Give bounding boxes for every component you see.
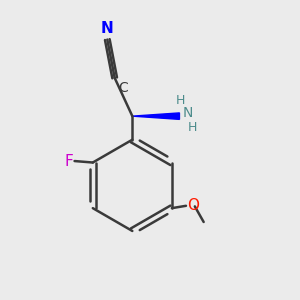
Text: C: C xyxy=(118,81,128,95)
Text: N: N xyxy=(182,106,193,120)
Text: O: O xyxy=(187,198,199,213)
Text: H: H xyxy=(176,94,186,107)
Polygon shape xyxy=(132,113,179,119)
Text: F: F xyxy=(64,154,73,169)
Text: N: N xyxy=(101,21,114,36)
Text: H: H xyxy=(188,121,197,134)
